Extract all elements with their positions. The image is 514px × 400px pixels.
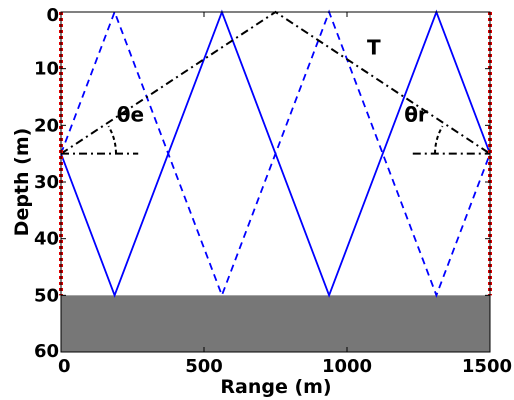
y-tick-label: 50 — [34, 285, 59, 306]
y-tick-label: 20 — [34, 115, 59, 136]
y-tick-labels: 0 10 20 30 40 50 60 — [34, 5, 490, 362]
annotation-1: T — [367, 36, 381, 60]
ray-path-2 — [60, 9, 491, 298]
angle-arc-emission — [107, 125, 117, 154]
x-tick-label: 0 — [58, 356, 71, 377]
y-tick-label: 40 — [34, 229, 59, 250]
y-tick-label: 60 — [34, 341, 59, 362]
x-tick-label: 1000 — [322, 356, 372, 377]
x-tick-label: 500 — [185, 356, 223, 377]
annotation-3: θr — [404, 102, 428, 126]
y-tick-label: 0 — [46, 5, 59, 26]
x-tick-label: 1500 — [462, 356, 512, 377]
angle-arc-reception — [434, 125, 444, 154]
x-axis-label: Range (m) — [220, 376, 331, 398]
y-tick-label: 10 — [34, 59, 59, 80]
seabed — [61, 295, 490, 352]
y-tick-label: 30 — [34, 172, 59, 193]
x-tick-labels: 0 500 1000 1500 — [58, 12, 512, 377]
annotation-2: θe — [117, 102, 144, 126]
y-axis-label: Depth (m) — [11, 128, 33, 237]
